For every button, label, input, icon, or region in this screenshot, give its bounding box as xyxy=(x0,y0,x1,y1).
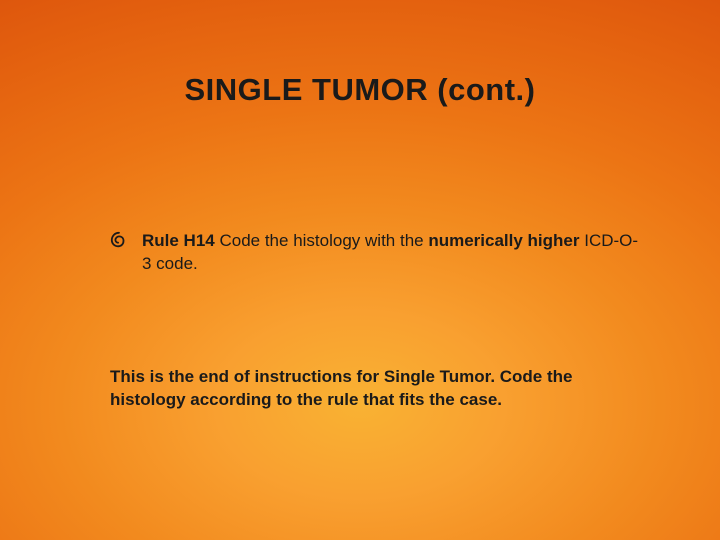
bullet-item: Rule H14 Code the histology with the num… xyxy=(110,230,640,276)
slide-body: Rule H14 Code the histology with the num… xyxy=(110,230,640,412)
closing-text: This is the end of instructions for Sing… xyxy=(110,366,640,412)
rule-label: Rule H14 xyxy=(142,231,215,250)
swirl-icon xyxy=(110,231,128,249)
bullet-text: Rule H14 Code the histology with the num… xyxy=(142,230,640,276)
slide: SINGLE TUMOR (cont.) Rule H14 Code the h… xyxy=(0,0,720,540)
bullet-emph: numerically higher xyxy=(428,231,579,250)
slide-title: SINGLE TUMOR (cont.) xyxy=(0,72,720,108)
bullet-mid: Code the histology with the xyxy=(215,231,429,250)
